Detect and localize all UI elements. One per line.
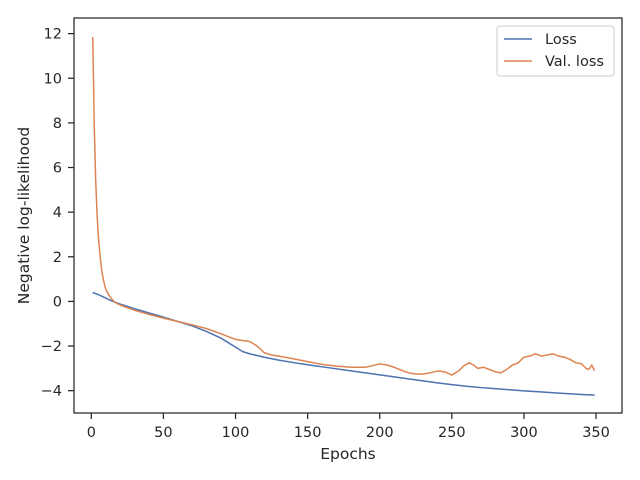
y-tick-label: 2 [53,250,62,266]
y-axis: −4 −2 0 2 4 6 8 10 12 [41,27,74,400]
x-axis: 0 50 100 150 200 250 300 350 [87,413,610,441]
y-tick-label: 8 [53,116,62,132]
y-tick-label: 0 [53,294,62,310]
y-tick-label: 10 [44,71,62,87]
legend-label-loss: Loss [545,32,577,48]
x-tick-label: 100 [222,425,250,441]
legend-label-val-loss: Val. loss [545,54,604,70]
x-tick-label: 350 [582,425,610,441]
x-tick-label: 250 [438,425,466,441]
series-line-1 [92,36,596,376]
x-tick-label: 200 [366,425,394,441]
x-tick-label: 300 [510,425,538,441]
legend: Loss Val. loss [496,25,615,77]
x-tick-label: 150 [294,425,322,441]
x-axis-label: Epochs [320,445,376,463]
y-tick-label: −2 [41,339,62,355]
y-axis-label: Negative log-likelihood [15,127,33,305]
plot-frame [73,17,623,414]
y-tick-label: 4 [53,205,62,221]
series-line-0 [92,291,595,396]
x-tick-label: 0 [87,425,96,441]
y-tick-label: 12 [44,27,62,43]
y-tick-label: −4 [41,384,62,400]
x-tick-label: 50 [154,425,172,441]
plot-lines [92,36,596,396]
y-tick-label: 6 [53,161,62,177]
